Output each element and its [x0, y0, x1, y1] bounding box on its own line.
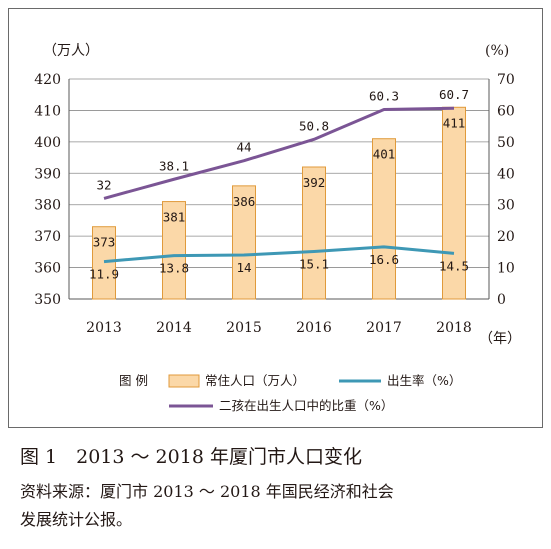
bar-value-label: 411	[443, 115, 466, 130]
second-child-label: 60.3	[369, 88, 399, 103]
legend-title: 图 例	[119, 373, 148, 388]
second-child-label: 50.8	[299, 118, 329, 133]
left-tick-label: 390	[34, 166, 61, 182]
x-axis-unit: （年）	[479, 331, 521, 347]
bar	[92, 226, 116, 300]
bar	[302, 166, 326, 300]
birth-rate-label: 14.5	[439, 258, 469, 273]
x-tick-label: 2013	[86, 320, 122, 336]
x-tick-label: 2016	[296, 320, 332, 336]
second-child-share-line	[103, 106, 455, 200]
bar-value-label: 373	[93, 235, 116, 250]
right-tick-label: 10	[497, 261, 515, 277]
birth-rate-label: 14	[236, 260, 251, 275]
source-note: 资料来源：厦门市 2013 ～ 2018 年国民经济和社会 发展统计公报。	[20, 478, 540, 534]
left-tick-label: 370	[34, 229, 61, 245]
x-tick-label: 2018	[436, 320, 472, 336]
right-tick-label: 20	[497, 229, 515, 245]
legend-label-population: 常住人口（万人）	[205, 373, 305, 388]
right-tick-label: 50	[497, 135, 515, 151]
chart-frame: 350 360 370 380 390 400 410 420 0 10 20 30 40 50 60 70 （…	[8, 8, 543, 428]
bar	[372, 138, 396, 300]
right-tick-label: 60	[497, 103, 515, 119]
birth-rate-label: 13.8	[159, 261, 189, 276]
bar-value-label: 381	[163, 210, 186, 225]
left-tick-label: 410	[34, 103, 61, 119]
source-line-2: 发展统计公报。	[20, 510, 133, 529]
legend-label-birth-rate: 出生率（%）	[387, 373, 461, 388]
left-tick-label: 380	[34, 198, 61, 214]
left-tick-label: 420	[34, 72, 61, 88]
right-tick-label: 30	[497, 198, 515, 214]
right-tick-label: 40	[497, 166, 515, 182]
second-child-label: 60.7	[439, 87, 469, 102]
bar	[232, 185, 256, 300]
birth-rate-label: 16.6	[369, 252, 399, 267]
left-tick-label: 350	[34, 292, 61, 308]
birth-rate-line	[103, 245, 455, 264]
x-tick-label: 2014	[156, 320, 192, 336]
x-tick-label: 2017	[366, 320, 402, 336]
bar-value-label: 401	[373, 147, 396, 162]
birth-rate-label: 11.9	[89, 267, 119, 282]
bar-value-label: 386	[233, 194, 256, 209]
birth-rate-label: 15.1	[299, 257, 329, 272]
left-tick-label: 360	[34, 261, 61, 277]
legend-swatch-population	[168, 374, 200, 388]
right-tick-label: 0	[497, 292, 506, 308]
second-child-label: 38.1	[159, 158, 189, 173]
bar	[162, 201, 186, 300]
left-tick-label: 400	[34, 135, 61, 151]
right-tick-label: 70	[497, 72, 515, 88]
bar-value-label: 392	[303, 175, 326, 190]
population-chart: 350 360 370 380 390 400 410 420 0 10 20 30 40 50 60 70 （…	[34, 43, 521, 413]
source-line-1: 资料来源：厦门市 2013 ～ 2018 年国民经济和社会	[20, 482, 394, 501]
figure-caption: 图 1 2013 ～ 2018 年厦门市人口变化	[20, 446, 362, 468]
second-child-label: 44	[236, 140, 251, 155]
x-tick-label: 2015	[226, 320, 262, 336]
second-child-label: 32	[96, 177, 111, 192]
right-axis-title: (%)	[485, 43, 509, 59]
bar	[442, 106, 466, 300]
legend-label-second-child: 二孩在出生人口中的比重（%）	[219, 398, 393, 413]
left-axis-title: （万人）	[43, 43, 99, 59]
